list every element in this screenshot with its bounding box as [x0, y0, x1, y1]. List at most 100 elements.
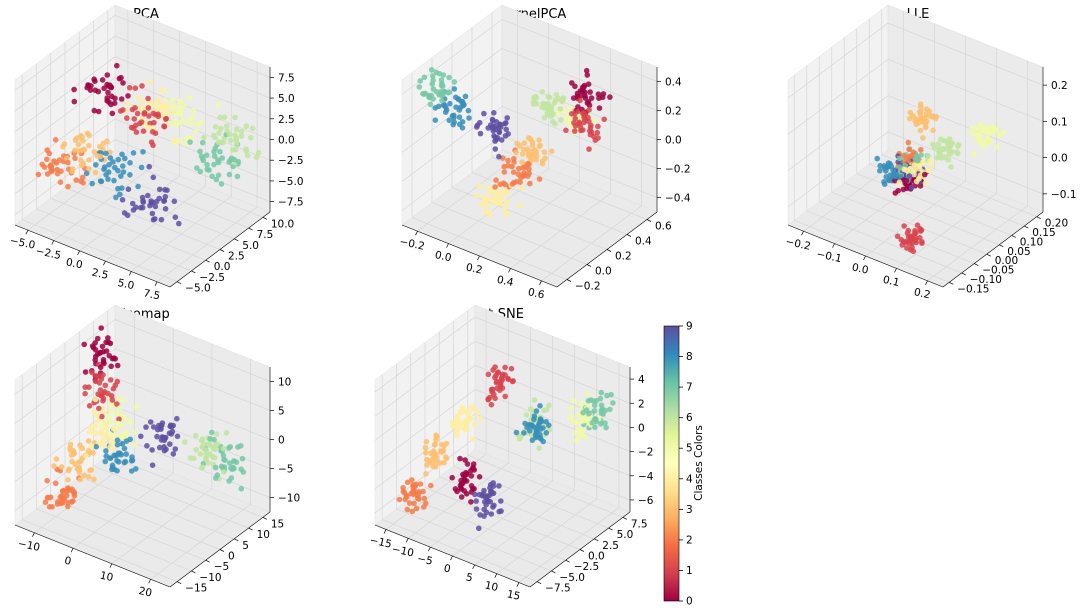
data-point: [946, 136, 953, 142]
data-point: [133, 129, 140, 135]
data-point: [519, 159, 525, 165]
data-point: [482, 208, 489, 215]
y-tick-mark: [1024, 225, 1029, 229]
data-point: [176, 119, 183, 126]
data-point: [134, 110, 141, 117]
data-point: [485, 371, 492, 378]
colorbar-tick-label: 5: [686, 443, 693, 455]
z-tick-label: −0.1: [1051, 189, 1077, 201]
y-tick-label: 5.0: [242, 240, 259, 252]
data-point: [103, 448, 109, 454]
data-point: [105, 176, 111, 182]
data-point: [226, 159, 232, 165]
data-point: [200, 441, 207, 447]
grid-line-y: [793, 75, 950, 283]
data-point: [216, 130, 222, 136]
data-point: [83, 170, 90, 177]
data-point: [88, 443, 95, 450]
data-point: [197, 168, 204, 175]
data-point: [56, 157, 63, 163]
data-point: [499, 197, 505, 203]
data-point: [540, 100, 546, 107]
y-tick-mark: [248, 227, 253, 231]
data-point: [119, 151, 125, 158]
data-point: [218, 125, 224, 132]
x-tick-mark: [25, 230, 29, 235]
data-point: [109, 397, 116, 403]
x-tick-label: −2.5: [35, 245, 62, 262]
data-point: [97, 153, 104, 160]
data-point: [455, 96, 461, 102]
data-point: [935, 141, 942, 147]
data-point: [595, 123, 601, 130]
z-tick-label: 2.5: [278, 114, 295, 126]
data-point: [235, 444, 241, 450]
data-point: [97, 349, 104, 356]
data-point: [446, 74, 452, 81]
data-point: [150, 174, 157, 181]
data-point: [130, 150, 137, 156]
data-point: [591, 408, 598, 414]
x-tick-mark: [70, 548, 74, 553]
data-point: [468, 473, 475, 479]
data-point: [146, 163, 152, 170]
data-point: [120, 397, 127, 404]
data-point: [918, 152, 924, 158]
data-point: [112, 164, 118, 171]
data-point: [92, 169, 99, 176]
data-point: [942, 146, 948, 152]
data-point: [600, 411, 606, 417]
grid-line-z: [787, 22, 1044, 99]
y-tick-label: 5: [242, 540, 249, 552]
data-point: [108, 408, 114, 414]
data-point: [465, 414, 472, 420]
data-point: [421, 495, 428, 502]
data-point: [86, 429, 93, 435]
data-point: [422, 450, 429, 456]
data-point: [528, 155, 534, 162]
data-point: [465, 107, 472, 114]
data-point: [108, 101, 114, 108]
data-point: [165, 103, 171, 109]
colorbar-tick-label: 2: [686, 534, 693, 546]
data-point: [144, 443, 150, 449]
data-point: [525, 150, 532, 157]
data-point: [209, 429, 215, 436]
data-point: [217, 114, 223, 121]
data-point: [432, 441, 438, 447]
data-point: [86, 166, 92, 172]
data-point: [944, 140, 951, 147]
data-point: [112, 433, 119, 439]
grid-line-z: [374, 316, 631, 393]
data-point: [474, 124, 480, 130]
data-point: [112, 95, 118, 102]
grid-line-y: [491, 12, 648, 220]
data-point: [921, 171, 928, 178]
grid-line-y: [381, 374, 538, 582]
data-point: [100, 443, 107, 449]
grid-line-y: [856, 28, 1012, 236]
colorbar-tick-label: 8: [686, 351, 693, 363]
data-point: [125, 186, 132, 192]
data-point: [108, 439, 114, 446]
data-point: [53, 456, 60, 462]
colorbar-gradient: [663, 325, 680, 602]
data-point: [546, 402, 552, 409]
y-tick-mark: [566, 279, 572, 282]
y-tick-label: 0.00: [995, 255, 1018, 267]
data-point: [243, 123, 250, 129]
data-point: [89, 180, 95, 187]
data-point: [212, 475, 219, 481]
y-tick-mark: [949, 281, 954, 285]
data-point: [113, 410, 120, 417]
data-point: [904, 185, 910, 192]
data-point: [505, 376, 512, 383]
data-point: [968, 125, 975, 132]
data-point: [583, 67, 590, 74]
data-point: [513, 429, 520, 436]
data-point: [92, 378, 99, 385]
data-point: [117, 191, 123, 198]
data-point: [919, 118, 926, 125]
data-point: [411, 500, 417, 507]
data-point: [498, 498, 504, 504]
